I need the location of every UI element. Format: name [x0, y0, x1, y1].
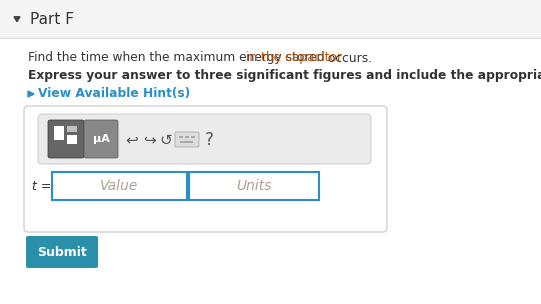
Bar [54, 126, 64, 140]
Text: ↺: ↺ [160, 133, 173, 147]
Bar [67, 135, 77, 144]
Bar [180, 141, 193, 143]
Polygon shape [14, 17, 20, 22]
FancyBboxPatch shape [26, 236, 98, 268]
Text: Express your answer to three significant figures and include the appropriate uni: Express your answer to three significant… [28, 68, 541, 81]
Text: Find the time when the maximum energy stored: Find the time when the maximum energy st… [28, 51, 328, 64]
Bar [0, 0, 541, 38]
Text: ?: ? [204, 131, 214, 149]
Text: t =: t = [32, 179, 51, 192]
Bar [191, 136, 195, 138]
Text: μA: μA [93, 134, 109, 144]
Text: Submit: Submit [37, 246, 87, 258]
Text: Value: Value [101, 179, 138, 193]
Bar [179, 136, 183, 138]
Text: Part F: Part F [30, 12, 74, 27]
Bar [67, 126, 77, 132]
Text: Units: Units [236, 179, 272, 193]
Bar [52, 172, 187, 200]
Text: ↩: ↩ [126, 133, 138, 147]
Polygon shape [28, 91, 34, 97]
FancyBboxPatch shape [24, 106, 387, 232]
FancyBboxPatch shape [38, 114, 371, 164]
Text: ↪: ↪ [143, 133, 155, 147]
Bar [185, 136, 189, 138]
FancyBboxPatch shape [175, 132, 199, 147]
Text: View Available Hint(s): View Available Hint(s) [38, 88, 190, 101]
Text: in the capacitor: in the capacitor [246, 51, 342, 64]
FancyBboxPatch shape [84, 120, 118, 158]
FancyBboxPatch shape [48, 120, 84, 158]
Bar [189, 172, 319, 200]
Text: occurs.: occurs. [324, 51, 372, 64]
